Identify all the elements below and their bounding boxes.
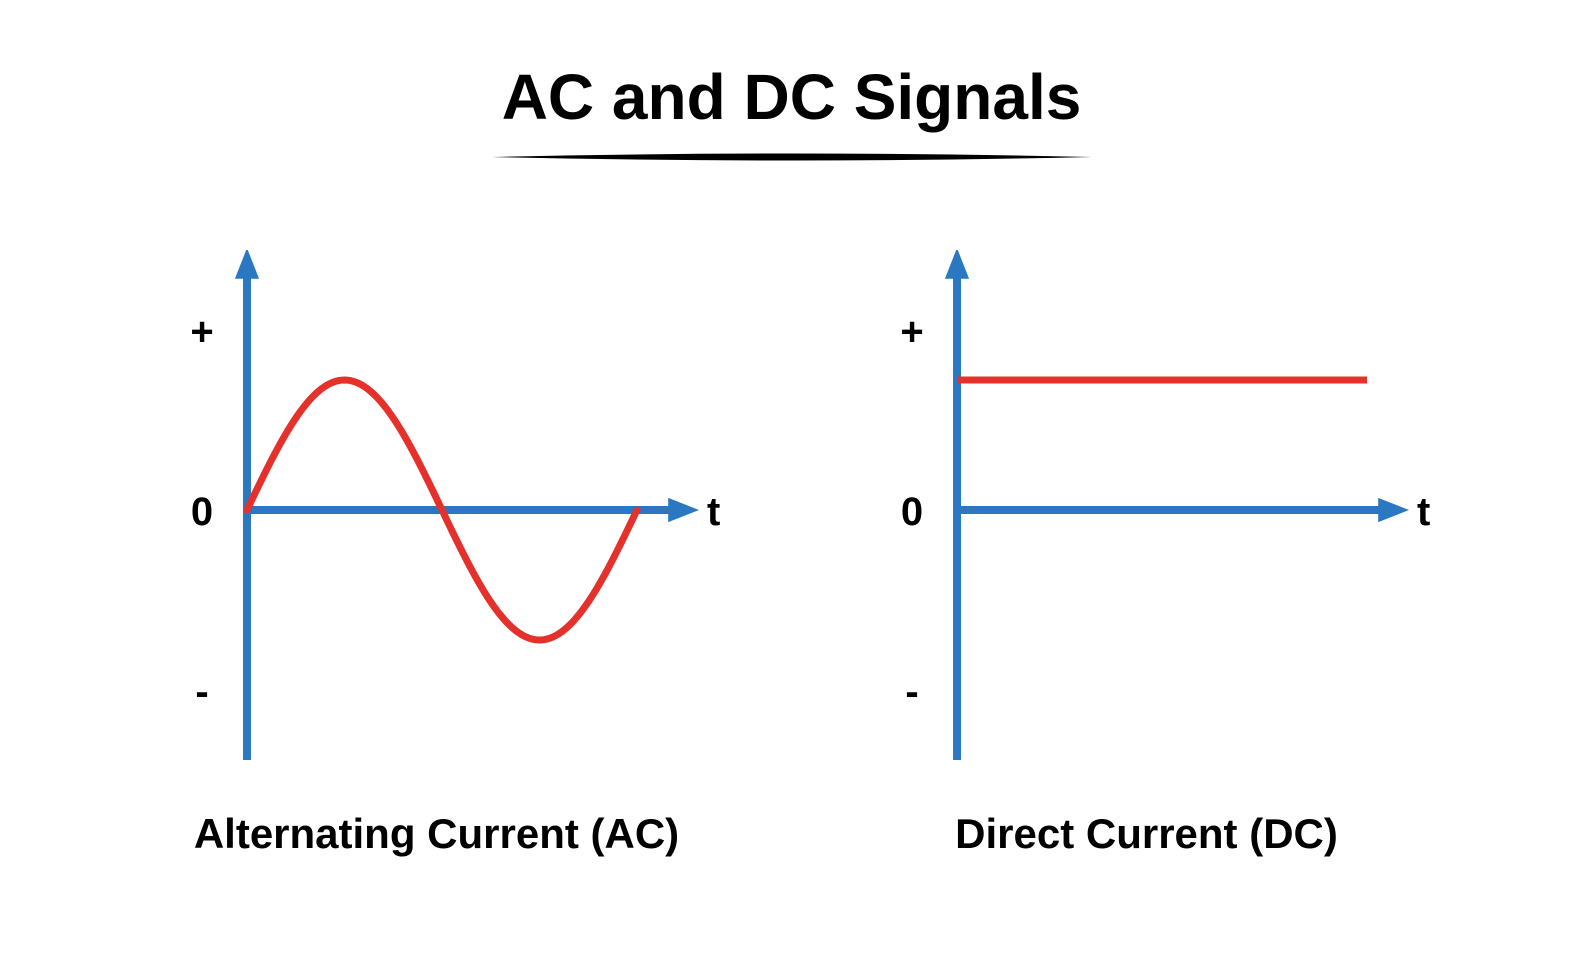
axis-label-plus: + [900, 310, 923, 354]
chart-dc: +0 - t Direct Current (DC) [847, 250, 1447, 858]
axis-label-minus: - [905, 670, 918, 714]
axis-label-zero: 0 [900, 490, 922, 534]
title-underline [492, 150, 1092, 164]
axis-label-zero: 0 [190, 490, 212, 534]
axis-label-plus: + [190, 310, 213, 354]
axis-label-t: t [707, 490, 720, 534]
chart-dc-caption: Direct Current (DC) [955, 810, 1338, 858]
chart-dc-svg: +0 - t [847, 250, 1447, 770]
axis-label-minus: - [195, 670, 208, 714]
chart-ac: +0 - t Alternating Current (AC) [137, 250, 737, 858]
page-title: AC and DC Signals [0, 60, 1583, 134]
axis-label-t: t [1417, 490, 1430, 534]
chart-ac-caption: Alternating Current (AC) [194, 810, 679, 858]
page: AC and DC Signals +0 - t Alternating Curre… [0, 0, 1583, 980]
charts-row: +0 - t Alternating Current (AC) +0 - t Direc… [0, 250, 1583, 858]
chart-ac-svg: +0 - t [137, 250, 737, 770]
